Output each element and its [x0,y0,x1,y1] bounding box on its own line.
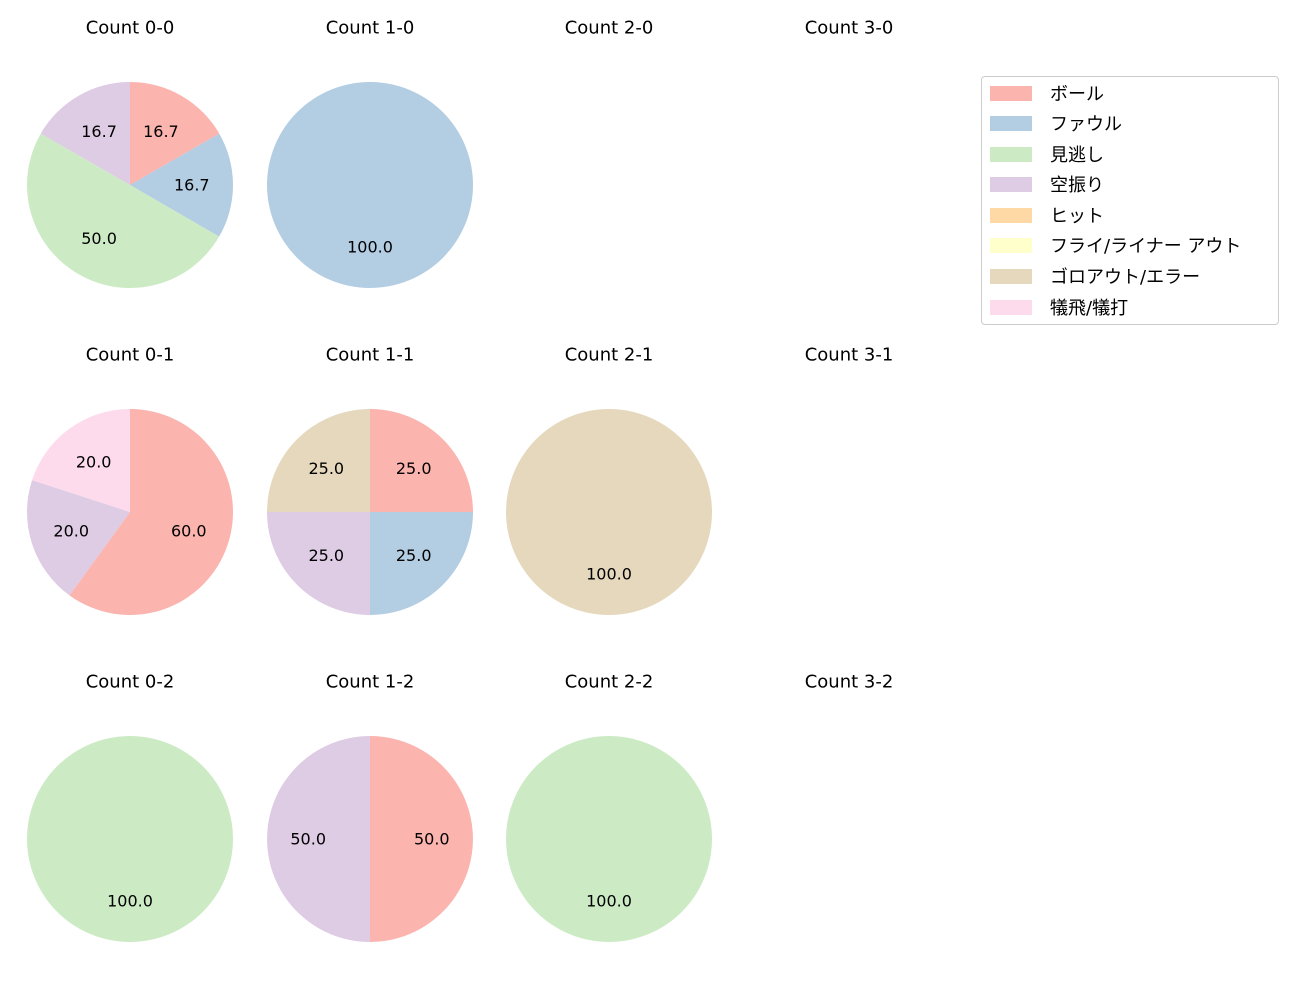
slice-label: 100.0 [347,237,393,256]
pie-subplot: Count 0-0 16.7 16.7 50.0 16.7 [26,18,233,289]
pie-slice [130,82,220,185]
legend-item-fly-liner-out: フライ/ライナー アウト [990,233,1241,257]
pie-slice [370,512,473,615]
slice-label: 100.0 [586,891,632,910]
pie-slice [506,736,712,942]
pie-subplot: Count 0-2 100.0 [27,672,233,942]
pie-subplot: Count 3-1 [805,345,894,366]
legend-item-sacrifice: 犠飛/犠打 [990,295,1128,319]
legend-label: ゴロアウト/エラー [1050,267,1201,288]
pie-slice [267,409,370,512]
legend-swatch [990,268,1032,284]
subplot-title: Count 2-1 [565,345,654,366]
legend-item-swinging-strike: 空振り [990,172,1104,196]
slice-label: 20.0 [76,453,112,472]
legend-label: ボール [1050,84,1104,105]
legend-label: ヒット [1050,206,1104,227]
legend-swatch [990,115,1032,131]
legend: ボール ファウル 見逃し 空振り ヒット フライ/ライナー アウト ゴロアウト/… [981,76,1279,325]
pie-slice [26,133,220,289]
slice-label: 50.0 [414,830,450,849]
subplot-title: Count 3-0 [805,18,894,39]
legend-label: 犠飛/犠打 [1050,298,1129,319]
pie-slice [506,409,712,615]
subplot-title: Count 1-1 [326,345,415,366]
pie-subplot: Count 3-2 [805,672,894,693]
pie-slice [32,409,130,512]
legend-item-hit: ヒット [990,203,1104,227]
pie-slice [27,480,130,596]
slice-label: 25.0 [308,459,344,478]
slice-label: 60.0 [171,522,207,541]
slice-label: 16.7 [81,122,117,141]
slice-label: 50.0 [290,830,326,849]
pie-slice [40,82,130,185]
subplot-title: Count 3-1 [805,345,894,366]
legend-swatch [990,146,1032,162]
legend-swatch [990,237,1032,253]
legend-swatch [990,207,1032,223]
pie-slice [267,82,473,288]
pie-slice [267,736,370,942]
legend-item-grounder-out-error: ゴロアウト/エラー [990,264,1200,288]
subplot-title: Count 0-0 [86,18,175,39]
legend-label: フライ/ライナー アウト [1050,236,1242,257]
legend-item-foul: ファウル [990,111,1122,135]
pie-slice [370,409,473,512]
slice-label: 100.0 [107,891,153,910]
subplot-title: Count 2-0 [565,18,654,39]
slice-label: 50.0 [81,229,117,248]
slice-label: 16.7 [143,122,179,141]
pie-subplot: Count 1-1 25.0 25.0 25.0 25.0 [267,345,473,615]
slice-label: 16.7 [174,176,210,195]
legend-label: 空振り [1050,175,1104,196]
subplot-title: Count 1-2 [326,672,415,693]
pie-subplot: Count 0-1 60.0 20.0 20.0 [27,345,234,616]
slice-label: 25.0 [396,546,432,565]
legend-swatch [990,85,1032,101]
subplot-title: Count 1-0 [326,18,415,39]
legend-label: 見逃し [1050,145,1104,166]
pie-slice [267,512,370,615]
pie-subplot: Count 2-1 100.0 [506,345,712,615]
subplot-title: Count 0-1 [86,345,175,366]
legend-item-ball: ボール [990,81,1104,105]
pie-subplot: Count 1-2 50.0 50.0 [267,672,473,942]
subplot-title: Count 0-2 [86,672,175,693]
legend-swatch [990,299,1032,315]
slice-label: 25.0 [308,546,344,565]
slice-label: 100.0 [586,564,632,583]
legend-label: ファウル [1050,114,1122,135]
pie-subplot: Count 2-2 100.0 [506,672,712,942]
pie-slice [130,133,233,237]
legend-item-called-strike: 見逃し [990,142,1104,166]
legend-swatch [990,176,1032,192]
subplot-title: Count 2-2 [565,672,654,693]
pie-subplot: Count 3-0 [805,18,894,39]
pie-subplot: Count 2-0 [565,18,654,39]
pie-slice [370,736,473,942]
slice-label: 20.0 [53,522,89,541]
slice-label: 25.0 [396,459,432,478]
pie-slice [69,409,234,616]
pie-slice [27,736,233,942]
subplot-title: Count 3-2 [805,672,894,693]
pie-subplot: Count 1-0 100.0 [267,18,473,288]
